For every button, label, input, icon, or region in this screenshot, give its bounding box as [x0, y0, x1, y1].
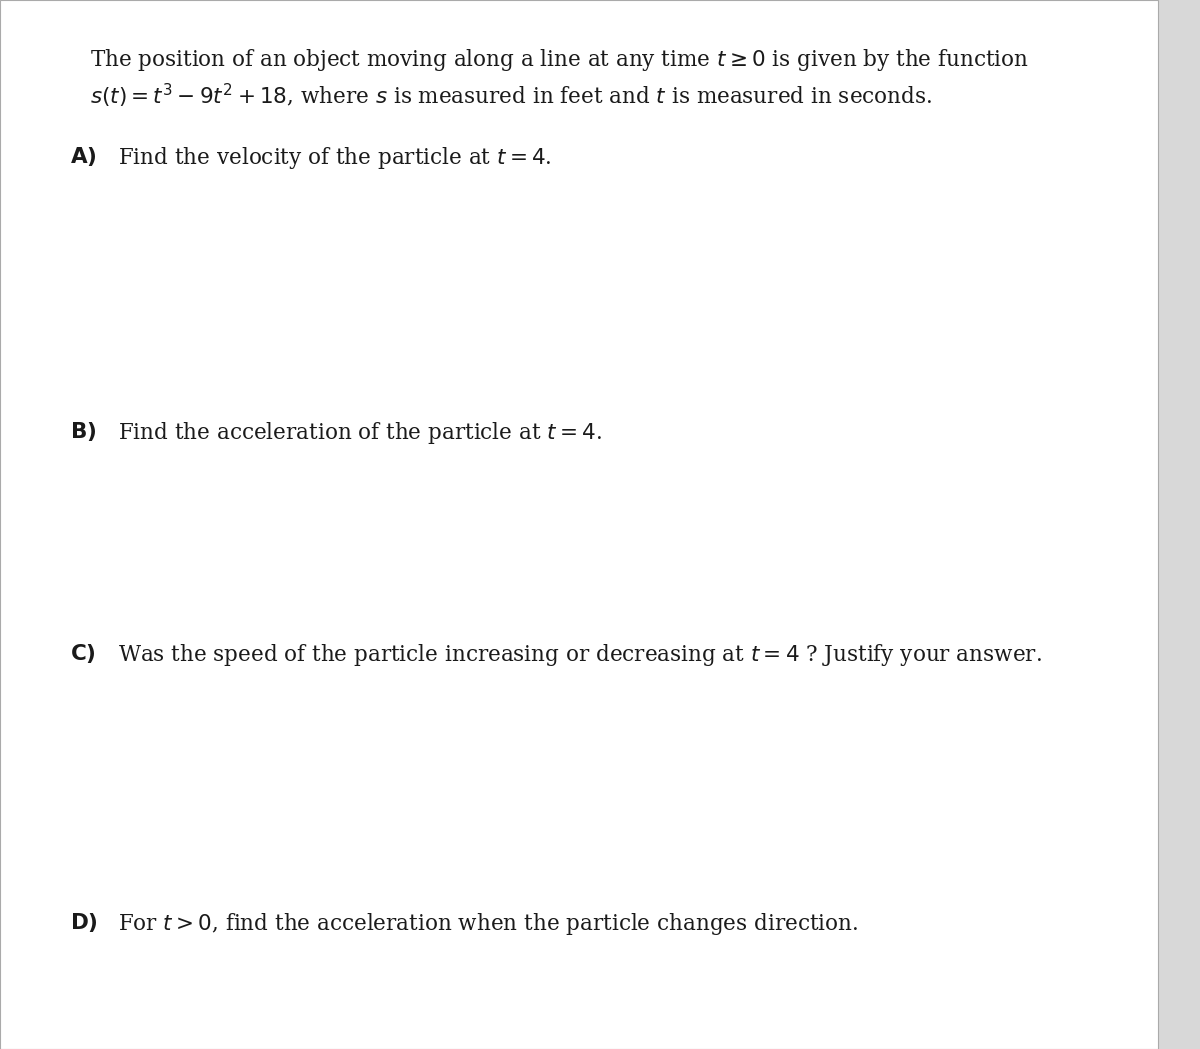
Text: $\bf{D)}$: $\bf{D)}$ — [70, 911, 97, 934]
Text: $\bf{A)}$: $\bf{A)}$ — [70, 145, 96, 168]
Text: The position of an object moving along a line at any time $t \geq 0$ is given by: The position of an object moving along a… — [90, 47, 1028, 73]
Text: $s(t) = t^3 - 9t^2 + 18$, where $s$ is measured in feet and $t$ is measured in s: $s(t) = t^3 - 9t^2 + 18$, where $s$ is m… — [90, 82, 932, 110]
Text: $\bf{C)}$: $\bf{C)}$ — [70, 642, 95, 665]
Text: Was the speed of the particle increasing or decreasing at $t = 4$ ? Justify your: Was the speed of the particle increasing… — [118, 642, 1042, 668]
Text: Find the velocity of the particle at $t = 4$.: Find the velocity of the particle at $t … — [118, 145, 551, 171]
Text: For $t > 0$, find the acceleration when the particle changes direction.: For $t > 0$, find the acceleration when … — [118, 911, 858, 937]
Text: $\bf{B)}$: $\bf{B)}$ — [70, 420, 96, 443]
FancyBboxPatch shape — [0, 0, 1158, 1049]
Text: Find the acceleration of the particle at $t = 4$.: Find the acceleration of the particle at… — [118, 420, 601, 446]
